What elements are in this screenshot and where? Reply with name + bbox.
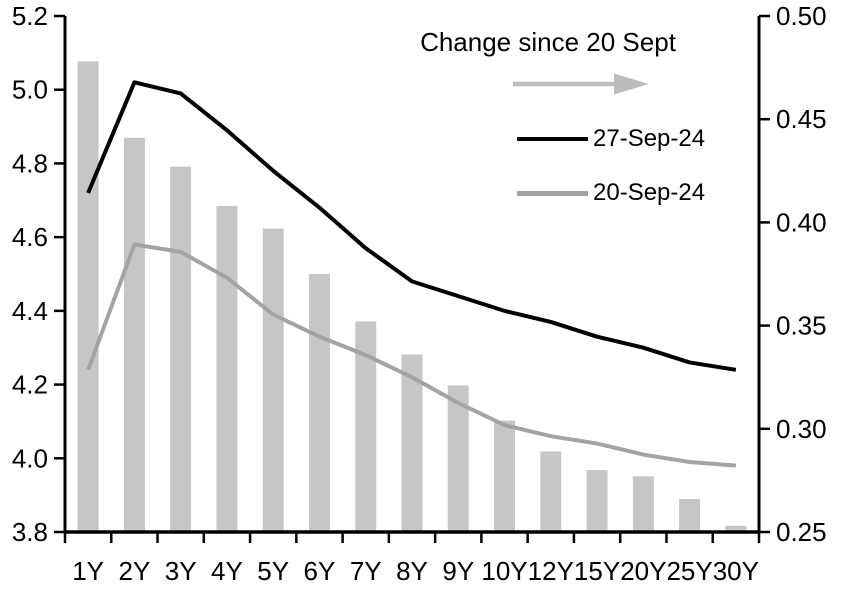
- bar-20Y: [632, 476, 654, 532]
- left-axis-label-4.0: 4.0: [12, 443, 48, 473]
- x-axis-label-25Y: 25Y: [666, 556, 712, 586]
- axes: [54, 14, 770, 543]
- bar-1Y: [77, 61, 99, 533]
- bar-7Y: [355, 321, 377, 532]
- polyline-27-sep-24: [86, 80, 737, 372]
- bars-change-since-20-sept: [77, 61, 747, 533]
- x-axis-label-6Y: 6Y: [304, 556, 336, 586]
- bar-6Y: [308, 274, 330, 532]
- bar-8Y: [401, 354, 423, 532]
- x-axis-label-7Y: 7Y: [350, 556, 382, 586]
- right-axis-label-0.30: 0.30: [776, 414, 827, 444]
- right-axis-label-0.35: 0.35: [776, 311, 827, 341]
- bar-15Y: [586, 470, 608, 532]
- left-axis-label-4.6: 4.6: [12, 222, 48, 252]
- bar-12Y: [540, 451, 562, 532]
- x-axis-label-2Y: 2Y: [118, 556, 150, 586]
- line-series-20-sep-24: [86, 242, 737, 468]
- right-axis-label-0.50: 0.50: [776, 1, 827, 31]
- x-axis-label-12Y: 12Y: [528, 556, 574, 586]
- x-axis-label-1Y: 1Y: [72, 556, 104, 586]
- bar-10Y: [494, 420, 516, 532]
- right-axis-label-0.25: 0.25: [776, 517, 827, 547]
- x-axis-label-4Y: 4Y: [211, 556, 243, 586]
- x-axis-label-5Y: 5Y: [257, 556, 289, 586]
- right-axis-label-0.40: 0.40: [776, 207, 827, 237]
- axis-labels: 5.2 5.0 4.8 4.6 4.4 4.2 4.0 3.8 0.50 0.45 0.40 0.35…: [12, 1, 827, 586]
- bar-30Y: [725, 525, 747, 532]
- bar-5Y: [262, 228, 284, 533]
- left-axis-label-4.8: 4.8: [12, 148, 48, 178]
- left-axis-label-5.0: 5.0: [12, 75, 48, 105]
- bar-4Y: [216, 205, 238, 532]
- bar-3Y: [170, 166, 192, 532]
- x-axis-label-30Y: 30Y: [713, 556, 759, 586]
- x-axis-label-15Y: 15Y: [574, 556, 620, 586]
- bar-9Y: [447, 385, 469, 532]
- left-axis-label-5.2: 5.2: [12, 1, 48, 31]
- left-axis-label-4.2: 4.2: [12, 370, 48, 400]
- polyline-20-sep-24: [86, 242, 737, 468]
- bar-25Y: [679, 498, 701, 532]
- left-axis-label-3.8: 3.8: [12, 517, 48, 547]
- x-axis-label-10Y: 10Y: [481, 556, 527, 586]
- x-axis-label-20Y: 20Y: [620, 556, 666, 586]
- x-axis-label-3Y: 3Y: [165, 556, 197, 586]
- right-axis-label-0.45: 0.45: [776, 104, 827, 134]
- left-axis-label-4.4: 4.4: [12, 296, 48, 326]
- x-axis-label-8Y: 8Y: [396, 556, 428, 586]
- bar-2Y: [123, 137, 145, 532]
- x-axis-label-9Y: 9Y: [442, 556, 474, 586]
- line-series-27-sep-24: [86, 80, 737, 372]
